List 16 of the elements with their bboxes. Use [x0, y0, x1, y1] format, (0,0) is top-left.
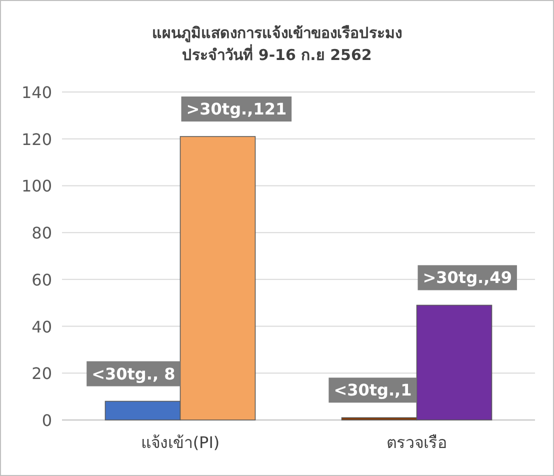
y-tick-label: 140	[21, 83, 52, 102]
chart-title: แผนภูมิแสดงการแจ้งเข้าของเรือประมง	[152, 24, 402, 43]
x-tick-label: แจ้งเข้า(PI)	[140, 433, 220, 452]
y-tick-label: 60	[32, 270, 52, 290]
chart-subtitle: ประจำวันที่ 9-16 ก.ย 2562	[182, 44, 372, 64]
y-tick-label: 80	[32, 224, 52, 243]
y-tick-label: 40	[32, 317, 52, 336]
x-tick-label: ตรวจเรือ	[386, 433, 448, 452]
data-label: <30tg.,1	[334, 380, 412, 400]
y-tick-label: 20	[32, 364, 52, 384]
data-label: >30tg.,49	[422, 268, 512, 288]
data-label: <30tg., 8	[92, 364, 176, 384]
data-label: >30tg.,121	[186, 100, 287, 119]
y-tick-label: 100	[21, 176, 52, 196]
y-tick-label: 0	[42, 411, 52, 430]
y-tick-label: 120	[21, 130, 52, 149]
